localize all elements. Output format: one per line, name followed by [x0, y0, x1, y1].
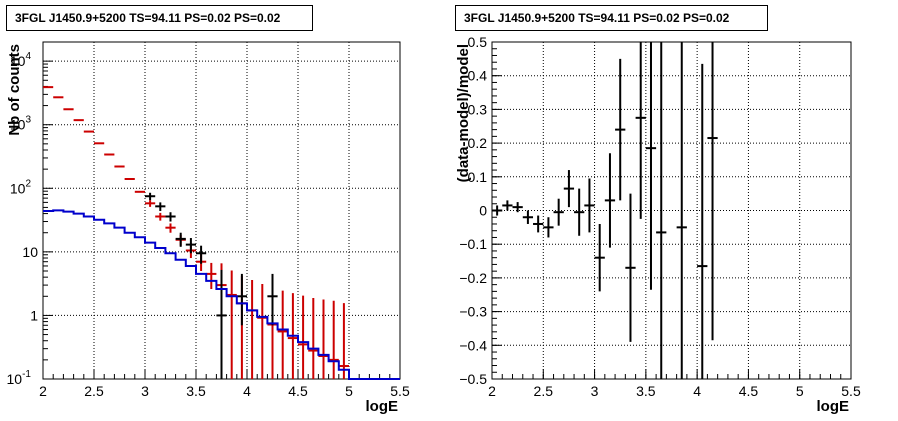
y-tick-label: 10 — [22, 244, 38, 260]
y-tick-label: 0.5 — [468, 34, 488, 50]
x-tick-label: 5.5 — [841, 383, 861, 399]
x-tick-label: 2.5 — [84, 383, 104, 399]
right-plot: 2 2.5 3 3.5 4 4.5 5 5.5 −0.5 −0.4 −0.3 −0.2 −0.1 0 0.1… — [455, 34, 861, 415]
y-tick-label: −0.2 — [459, 270, 487, 286]
x-tick-label: 2 — [39, 383, 47, 399]
y-tick-label: −0.1 — [459, 236, 487, 252]
y-tick-label: 0.3 — [468, 101, 488, 117]
x-tick-label: 5.5 — [390, 383, 410, 399]
right-plot-title: 3FGL J1450.9+5200 TS=94.11 PS=0.02 PS=0.… — [455, 5, 768, 31]
x-tick-label: 3.5 — [186, 383, 206, 399]
left-plot-title: 3FGL J1450.9+5200 TS=94.11 PS=0.02 PS=0.… — [6, 5, 313, 31]
y-tick-label: 0 — [479, 203, 487, 219]
x-tick-label: 4 — [243, 383, 251, 399]
x-axis-label: logE — [817, 398, 850, 415]
x-tick-label: 3.5 — [636, 383, 656, 399]
x-tick-label: 2 — [488, 383, 496, 399]
y-tick-label: 1 — [30, 307, 38, 323]
y-tick-label: 104 — [10, 51, 32, 69]
plot-frame — [491, 41, 852, 380]
x-tick-label: 3 — [141, 383, 149, 399]
y-tick-label: 103 — [10, 115, 32, 133]
y-tick-label: 102 — [10, 178, 32, 196]
x-tick-label: 4.5 — [288, 383, 308, 399]
left-plot: 2 2.5 3 3.5 4 4.5 5 5.5 10-1 1 10 102 103 104 logE Nb o… — [6, 41, 410, 415]
x-tick-label: 4.5 — [739, 383, 759, 399]
y-tick-label: 10-1 — [7, 369, 32, 387]
y-tick-label: −0.3 — [459, 304, 487, 320]
x-tick-label: 3 — [591, 383, 599, 399]
y-axis-label: Nb of counts — [6, 44, 23, 136]
y-tick-label: 0.4 — [468, 68, 488, 84]
x-tick-label: 5 — [796, 383, 804, 399]
model-step-line — [43, 209, 400, 380]
y-tick-label: −0.4 — [459, 337, 487, 353]
x-axis-label: logE — [366, 398, 399, 415]
y-tick-label: 0.2 — [468, 135, 488, 151]
x-tick-label: 5 — [345, 383, 353, 399]
x-tick-label: 4 — [693, 383, 701, 399]
y-axis-label: (data-model)/model — [455, 44, 472, 182]
x-tick-label: 2.5 — [534, 383, 554, 399]
y-tick-label: −0.5 — [459, 371, 487, 387]
y-tick-label: 0.1 — [468, 169, 488, 185]
